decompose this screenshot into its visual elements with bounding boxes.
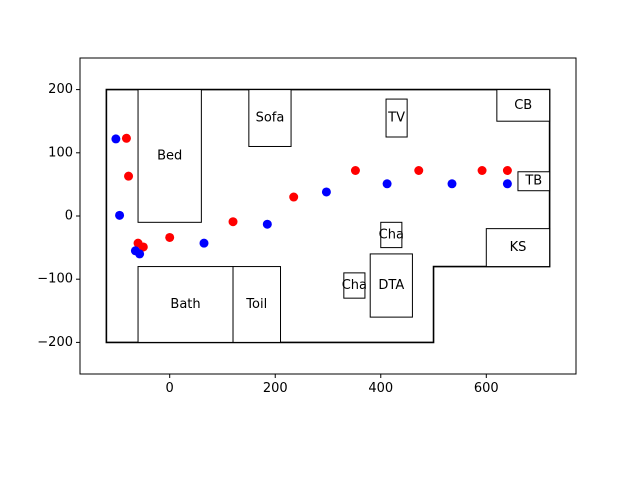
axes-frame (79, 57, 577, 375)
room-box-bath-7 (137, 266, 234, 343)
blue-point-6 (321, 187, 331, 197)
red-point-8 (414, 165, 424, 175)
room-box-cha-5 (380, 221, 403, 249)
x-tick-label-2: 400 (368, 381, 393, 396)
room-label-sofa-1: Sofa (256, 111, 285, 126)
red-point-10 (502, 165, 512, 175)
room-box-sofa-1 (248, 89, 292, 147)
red-point-0 (121, 133, 131, 143)
room-label-ks-6: KS (510, 240, 527, 255)
room-box-toil-8 (232, 266, 282, 343)
room-label-toil-8: Toil (245, 297, 267, 312)
red-point-7 (350, 165, 360, 175)
blue-point-9 (502, 179, 512, 189)
blue-point-3 (135, 249, 145, 259)
room-box-cb-3 (496, 89, 551, 122)
room-box-bed-0 (137, 89, 202, 223)
y-tick-label-0: 200 (48, 82, 73, 97)
red-point-9 (477, 165, 487, 175)
room-box-tv-2 (385, 98, 408, 138)
rooms-layer: Bed Sofa TV CB TB Cha KS Bath Toil Cha DTA (137, 89, 551, 343)
points-layer (111, 133, 512, 259)
ticks-layer: 0 200 400 600 200 100 0 −100 −200 (37, 82, 498, 396)
room-label-tv-2: TV (387, 111, 405, 126)
red-point-6 (289, 192, 299, 202)
red-point-3 (138, 242, 148, 252)
x-tick-label-1: 200 (263, 381, 288, 396)
room-label-dta-10: DTA (378, 278, 404, 293)
blue-point-5 (262, 219, 272, 229)
room-label-tb-4: TB (524, 174, 542, 189)
y-tick-label-3: −100 (37, 272, 73, 287)
y-tick-label-2: 0 (65, 209, 73, 224)
blue-point-1 (115, 210, 125, 220)
red-point-1 (124, 171, 134, 181)
blue-point-0 (111, 134, 121, 144)
room-label-cha-9: Cha (342, 278, 367, 293)
blue-point-8 (447, 179, 457, 189)
blue-point-4 (199, 238, 209, 248)
x-tick-label-0: 0 (166, 381, 174, 396)
room-box-ks-6 (485, 228, 551, 268)
room-label-bath-7: Bath (170, 297, 200, 312)
x-tick-label-3: 600 (474, 381, 499, 396)
blue-point-7 (382, 179, 392, 189)
y-tick-label-1: 100 (48, 145, 73, 160)
red-point-5 (228, 217, 238, 227)
room-box-dta-10 (369, 253, 413, 318)
y-tick-label-4: −200 (37, 335, 73, 350)
room-label-bed-0: Bed (157, 148, 182, 163)
room-box-cha-9 (343, 272, 366, 299)
room-label-cha-5: Cha (379, 227, 404, 242)
red-point-4 (165, 232, 175, 242)
room-label-cb-3: CB (514, 98, 532, 113)
room-box-tb-4 (517, 171, 551, 192)
